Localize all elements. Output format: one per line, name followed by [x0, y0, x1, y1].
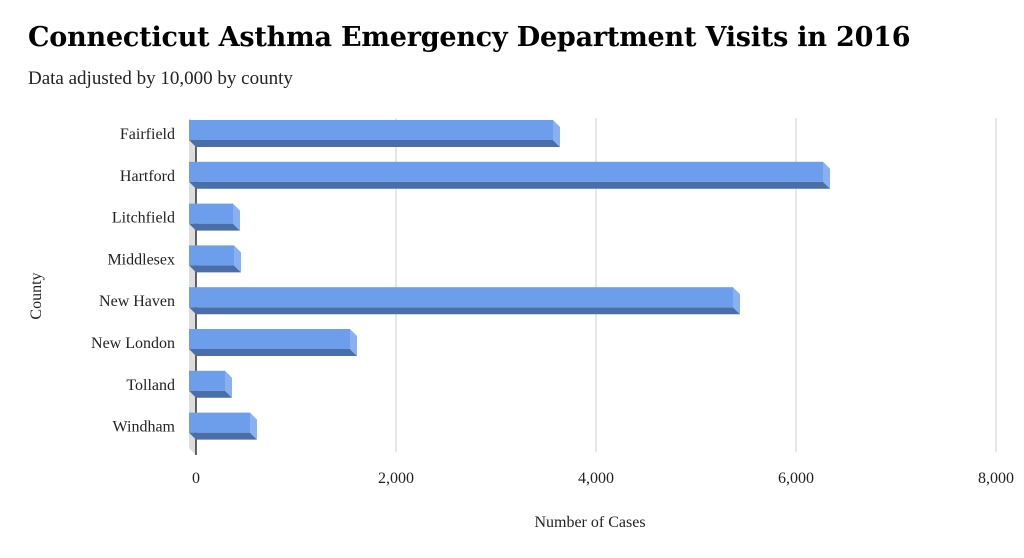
bar-bottom-face: [189, 307, 740, 315]
bar-bottom-face: [189, 223, 240, 231]
bar-end-face: [733, 287, 740, 315]
category-label: Middlesex: [107, 251, 175, 268]
bar-bottom-face: [189, 390, 232, 398]
x-tick-label: 4,000: [578, 470, 614, 487]
chart-title: Connecticut Asthma Emergency Department …: [28, 22, 911, 53]
category-labels: Fairfield Hartford Litchfield Middlesex New …: [91, 126, 176, 436]
bar-end-face: [233, 203, 240, 231]
bar-hartford: [189, 161, 830, 189]
bar-end-face: [553, 120, 560, 147]
x-tick-labels: 0 2,000 4,000 6,000 8,000: [192, 470, 1014, 487]
x-tick-label: 0: [192, 470, 200, 487]
bar-front-face: [189, 120, 553, 140]
bar-new-haven: [189, 287, 740, 315]
bar-front-face: [189, 287, 733, 308]
bar-front-face: [189, 370, 225, 391]
bar-front-face: [189, 245, 234, 266]
gridlines: [189, 118, 997, 455]
bar-bottom-face: [189, 181, 830, 189]
bar-windham: [189, 412, 257, 440]
bar-fairfield: [189, 120, 560, 147]
bar-bottom-face: [189, 265, 241, 273]
category-label: New Haven: [99, 293, 175, 310]
bar-bottom-face: [189, 140, 560, 147]
bars: [189, 120, 830, 440]
category-label: New London: [91, 335, 175, 352]
x-tick-label: 8,000: [978, 470, 1014, 487]
bar-end-face: [250, 412, 257, 440]
chart-subtitle: Data adjusted by 10,000 by county: [28, 68, 293, 89]
bar-end-face: [823, 161, 830, 189]
bar-bottom-face: [189, 432, 257, 440]
axis-wall: [189, 118, 196, 455]
x-axis-label: Number of Cases: [534, 514, 645, 531]
x-tick-label: 2,000: [378, 470, 414, 487]
category-label: Fairfield: [120, 126, 175, 143]
category-label: Windham: [113, 419, 176, 436]
bar-front-face: [189, 412, 250, 433]
category-label: Litchfield: [112, 210, 175, 227]
bar-end-face: [225, 370, 232, 398]
bar-front-face: [189, 329, 350, 349]
bar-new-london: [189, 329, 357, 356]
bar-bottom-face: [189, 349, 357, 356]
category-label: Hartford: [120, 168, 175, 185]
y-axis-label: County: [28, 272, 45, 319]
bar-end-face: [350, 329, 357, 356]
bar-tolland: [189, 370, 232, 398]
bar-front-face: [189, 203, 233, 224]
bar-end-face: [234, 245, 241, 273]
bar-front-face: [189, 161, 823, 182]
bar-middlesex: [189, 245, 241, 273]
x-tick-label: 6,000: [778, 470, 814, 487]
category-label: Tolland: [126, 377, 175, 394]
bar-litchfield: [189, 203, 240, 231]
